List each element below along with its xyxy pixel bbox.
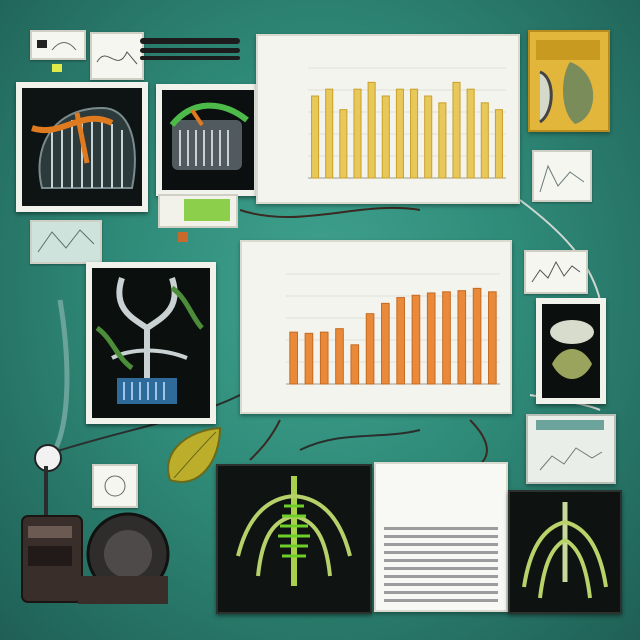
bar [350, 344, 360, 385]
sticky-note-green [158, 194, 238, 228]
top-chart-plot [308, 67, 506, 179]
specimen-photo-4[interactable] [536, 298, 606, 404]
top-bar-chart [256, 34, 520, 204]
specimen-photo-3[interactable] [86, 262, 216, 424]
middle-chart-plot [286, 273, 500, 385]
bar [457, 290, 467, 385]
bar [396, 297, 405, 385]
bar [452, 81, 461, 179]
skeleton-photo-2[interactable] [508, 490, 622, 614]
cable [140, 48, 240, 53]
bar [480, 102, 489, 179]
skeleton-photo-1[interactable] [216, 464, 372, 614]
leaf-illustration-card[interactable] [528, 30, 610, 132]
bar [438, 102, 447, 179]
bar [289, 331, 298, 385]
bar [319, 331, 329, 385]
probe-icon [34, 444, 62, 472]
sketch-card-2 [92, 464, 138, 508]
tag-icon [178, 232, 188, 242]
bar [311, 95, 320, 179]
bar [365, 313, 375, 385]
label-card-1 [30, 30, 86, 60]
bar [304, 332, 314, 385]
specimen-photo-1[interactable] [16, 82, 148, 212]
lab-instrument-icon[interactable] [18, 506, 178, 610]
bar [494, 109, 503, 179]
bar [381, 95, 390, 179]
bar [424, 95, 433, 179]
bar [442, 291, 451, 385]
specimen-photo-2[interactable] [156, 84, 260, 196]
bar [367, 81, 376, 179]
bar [410, 88, 419, 179]
bar [426, 292, 436, 385]
bar [381, 302, 390, 385]
cable [140, 38, 240, 44]
bar [335, 328, 344, 385]
bar [395, 88, 404, 179]
bar [339, 109, 348, 179]
bar [472, 287, 482, 385]
mini-graph-card-2 [524, 250, 588, 294]
probe-stand [44, 466, 48, 526]
probe-icon [52, 64, 62, 72]
middle-bar-chart [240, 240, 512, 414]
document-card [374, 462, 508, 612]
sketch-card [30, 220, 102, 264]
bar [353, 88, 362, 179]
label-card-2 [90, 32, 144, 80]
bar [488, 291, 497, 385]
label-card-3 [526, 414, 616, 484]
leaf-icon [167, 426, 222, 483]
bar [466, 88, 475, 179]
bar [411, 294, 421, 385]
mini-graph-card-1 [532, 150, 592, 202]
bar [325, 88, 334, 179]
cable [140, 56, 240, 60]
document-body-lines [384, 522, 498, 607]
